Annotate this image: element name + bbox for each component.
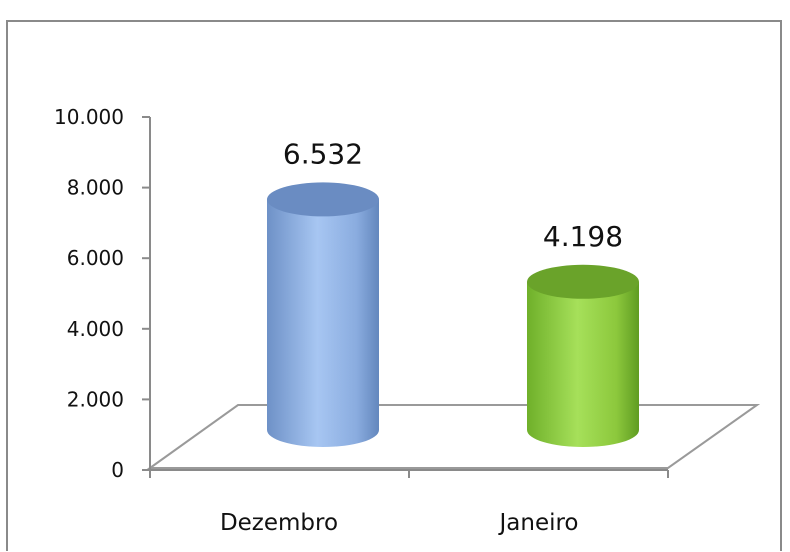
y-axis-ticks: 0 2.000 4.000 6.000 8.000 10.000 <box>54 105 150 482</box>
x-category-label: Janeiro <box>497 510 578 536</box>
chart-floor <box>146 404 761 469</box>
y-tick-label: 2.000 <box>67 387 124 411</box>
data-label: 6.532 <box>283 137 363 170</box>
chart-frame <box>6 20 782 551</box>
y-tick-label: 10.000 <box>54 105 124 129</box>
bar-top-janeiro <box>527 264 639 299</box>
y-tick-label: 6.000 <box>67 246 124 270</box>
y-tick-label: 4.000 <box>67 317 124 341</box>
x-axis-labels: Dezembro Janeiro <box>220 510 579 536</box>
data-label: 4.198 <box>543 220 623 253</box>
bars: 6.532 4.198 <box>267 137 639 447</box>
bar-dezembro <box>267 199 379 447</box>
x-category-label: Dezembro <box>220 510 338 536</box>
y-tick-label: 0 <box>111 458 124 482</box>
bar-top-dezembro <box>267 182 379 217</box>
bar-janeiro <box>527 281 639 447</box>
y-tick-label: 8.000 <box>67 176 124 200</box>
